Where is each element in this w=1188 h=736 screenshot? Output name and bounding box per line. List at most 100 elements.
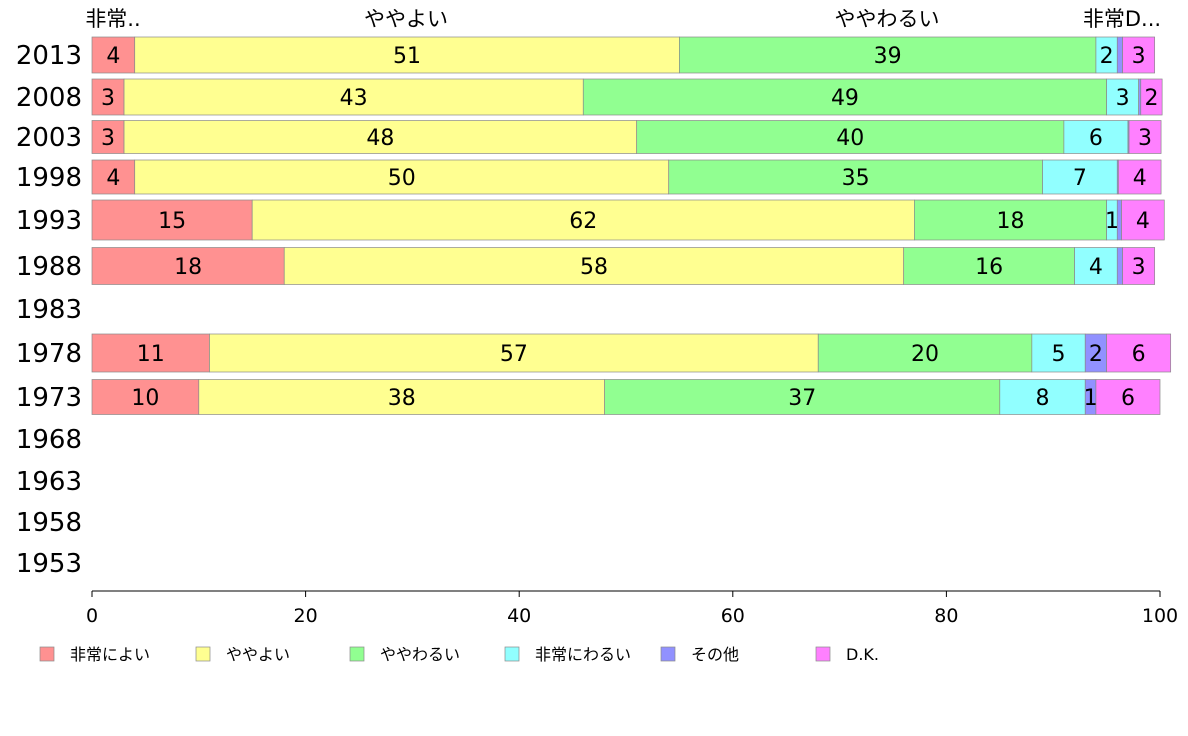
data-label: 18 [174, 255, 202, 280]
bar-segment [1095, 379, 1161, 415]
year-label: 1953 [16, 549, 82, 579]
year-label: 2013 [16, 41, 82, 71]
year-label: 2008 [16, 83, 82, 113]
data-label: 4 [1136, 209, 1150, 234]
legend-swatch [349, 646, 365, 662]
bar-segment [1117, 159, 1162, 195]
data-label: 3 [1138, 126, 1152, 151]
bar-segment [1122, 36, 1156, 74]
data-label: 3 [1132, 44, 1146, 69]
year-label: 1978 [16, 339, 82, 369]
year-label: 1983 [16, 295, 82, 325]
data-label: 40 [836, 126, 864, 151]
data-label: 5 [1052, 342, 1066, 367]
legend-label: ややわるい [380, 645, 460, 664]
year-label: 1998 [16, 163, 82, 193]
bar-segment [1140, 78, 1163, 116]
bar-segment [817, 333, 1033, 373]
bar-segment [914, 199, 1107, 241]
data-label: 6 [1121, 386, 1135, 411]
top-series-label: ややわるい [835, 7, 940, 31]
data-label: 4 [1089, 255, 1103, 280]
legend-label: D.K. [846, 645, 879, 664]
bar-segment [1106, 333, 1172, 373]
top-series-label: ややよい [364, 7, 448, 31]
data-label: 20 [911, 342, 939, 367]
legend-swatch [504, 646, 520, 662]
bar-segment [283, 247, 905, 285]
legend-label: 非常によい [70, 645, 150, 664]
bar-segment [604, 379, 1001, 415]
bar-segment [134, 36, 680, 74]
legend-swatch [39, 646, 55, 662]
year-label: 1993 [16, 206, 82, 236]
data-label: 49 [831, 86, 859, 111]
data-label: 1 [1105, 209, 1119, 234]
year-label: 1988 [16, 252, 82, 282]
legend-label: ややよい [226, 645, 290, 664]
data-label: 2 [1144, 86, 1158, 111]
bar-segment [1122, 247, 1156, 285]
bar-segment [91, 36, 136, 74]
data-label: 3 [1132, 255, 1146, 280]
bar-segment [91, 379, 200, 415]
year-label: 1973 [16, 383, 82, 413]
data-label: 43 [340, 86, 368, 111]
data-label: 4 [1133, 166, 1147, 191]
x-tick-label: 20 [294, 605, 318, 627]
data-label: 38 [388, 386, 416, 411]
legend-swatch [815, 646, 831, 662]
data-label: 37 [788, 386, 816, 411]
top-series-label: 非常.. [85, 7, 140, 31]
legend-swatch [660, 646, 676, 662]
data-label: 18 [996, 209, 1024, 234]
bar-segment [1074, 247, 1118, 285]
bar-segment [123, 78, 584, 116]
bar-segment [1063, 120, 1129, 154]
bar-segment [123, 120, 638, 154]
data-label: 10 [131, 386, 159, 411]
year-label: 1968 [16, 425, 82, 455]
data-label: 50 [388, 166, 416, 191]
year-label: 1958 [16, 508, 82, 538]
legend-label: 非常にわるい [535, 645, 631, 664]
data-label: 7 [1073, 166, 1087, 191]
bar-segment [1116, 36, 1123, 74]
bar-segment [91, 159, 136, 195]
bar-segment [1116, 247, 1123, 285]
x-tick-label: 0 [86, 605, 98, 627]
top-series-label: 非常D... [1083, 7, 1161, 31]
data-label: 48 [366, 126, 394, 151]
bar-segment [209, 333, 819, 373]
data-label: 1 [1084, 386, 1098, 411]
data-label: 6 [1089, 126, 1103, 151]
x-tick-label: 100 [1142, 605, 1178, 627]
bar-segment [1106, 78, 1139, 116]
data-label: 3 [101, 126, 115, 151]
data-label: 57 [500, 342, 528, 367]
bar-segment [1121, 199, 1165, 241]
data-label: 11 [137, 342, 165, 367]
bar-segment [679, 36, 1097, 74]
bar-segment [668, 159, 1043, 195]
legend-label: その他 [691, 645, 739, 664]
bar-segment [1042, 159, 1118, 195]
bar-segment [91, 333, 210, 373]
data-label: 62 [569, 209, 597, 234]
data-label: 2 [1100, 44, 1114, 69]
data-label: 51 [393, 44, 421, 69]
data-label: 15 [158, 209, 186, 234]
bar-segment [1128, 120, 1162, 154]
bar-segment [903, 247, 1075, 285]
data-label: 6 [1132, 342, 1146, 367]
bar-segment [198, 379, 605, 415]
bar-segment [1116, 199, 1122, 241]
bar-segment [636, 120, 1065, 154]
data-label: 16 [975, 255, 1003, 280]
x-tick-label: 60 [721, 605, 745, 627]
bar-segment [91, 247, 285, 285]
legend-swatch [195, 646, 211, 662]
bar-segment [91, 199, 253, 241]
bar-segment [91, 78, 125, 116]
